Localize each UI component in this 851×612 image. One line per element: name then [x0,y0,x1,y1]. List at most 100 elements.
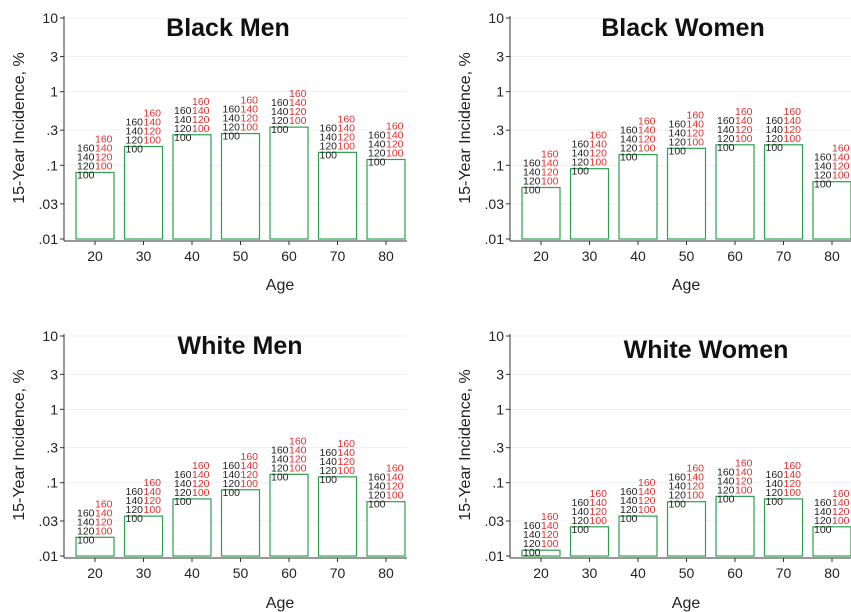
bar-label-red: 120 [784,478,802,490]
y-tick-label: .3 [492,440,504,456]
bar-label-black: 140 [523,529,541,541]
bar-label-black: 160 [368,130,386,142]
bar [763,144,804,240]
bar-label-red: 100 [735,133,753,145]
bar-label-black: 120 [77,525,95,537]
bar-label-red: 140 [289,97,307,109]
bar-label-black: 140 [814,161,832,173]
bar-label-red: 160 [386,121,404,133]
bar-label-black: 160 [174,105,192,117]
bar-label-black: 160 [717,115,735,127]
bar-label-black: 100 [77,169,95,181]
x-tick-label: 70 [330,248,346,264]
bar-label-black: 140 [223,113,241,125]
bar-label-black: 160 [271,444,289,456]
bar-label-red: 100 [638,504,656,516]
bar-label-red: 100 [144,504,162,516]
bar-label-black: 160 [77,507,95,519]
bar-label-red: 100 [832,170,850,182]
y-tick-label: .3 [46,122,58,138]
bar-label-red: 120 [338,131,356,143]
bar-label-black: 100 [669,145,687,157]
bar-label-red: 160 [541,149,559,161]
bar-label-red: 160 [95,133,113,145]
x-tick-label: 30 [582,248,598,264]
bar-label-black: 100 [814,179,832,191]
bar-label-black: 120 [572,515,590,527]
bar-label-red: 120 [541,529,559,541]
bar-label-black: 140 [271,453,289,465]
bar-label-red: 160 [784,460,802,472]
bar [172,134,212,240]
bar-label-red: 120 [735,124,753,136]
bar-label-red: 100 [289,115,307,127]
bar-label-red: 120 [241,469,259,481]
bar-label-red: 160 [289,435,307,447]
bar-label-red: 140 [638,486,656,498]
y-tick-label: .01 [39,548,59,564]
bar-label-black: 120 [174,123,192,135]
bar-label-red: 120 [241,113,259,125]
bar-label-black: 100 [620,152,638,164]
x-tick-label: 20 [87,248,103,264]
bar-label-black: 140 [77,151,95,163]
bar-label-red: 160 [338,113,356,125]
bar-label-red: 120 [590,148,608,160]
bar-label-red: 100 [386,148,404,160]
bar-label-red: 160 [638,116,656,128]
bar-label-red: 140 [144,486,162,498]
bar-label-red: 140 [590,139,608,151]
x-tick-label: 50 [679,248,695,264]
bar-label-red: 120 [638,134,656,146]
x-tick-label: 40 [184,248,200,264]
bar-label-black: 140 [320,131,338,143]
x-tick-label: 40 [630,248,646,264]
bar-label-red: 160 [832,488,850,500]
bar [666,501,707,557]
y-tick-label: 3 [496,49,504,65]
bar-label-red: 100 [590,157,608,169]
bar-label-black: 100 [523,547,541,559]
bar-label-black: 120 [766,487,784,499]
bar-label-black: 160 [572,497,590,509]
bar-label-black: 160 [271,97,289,109]
bar [763,498,804,557]
bar-label-red: 140 [832,497,850,509]
bar-label-black: 100 [717,493,735,505]
bar-label-black: 140 [523,167,541,179]
bar-label-red: 100 [638,143,656,155]
bar-label-black: 120 [368,490,386,502]
bar-label-red: 140 [638,125,656,137]
bar-label-black: 140 [814,506,832,518]
chart-title: White Women [624,336,789,364]
bar-label-red: 160 [784,106,802,118]
x-tick-label: 70 [776,565,792,581]
bar [618,515,658,557]
bar-label-red: 140 [338,122,356,134]
bar-label-black: 140 [368,481,386,493]
y-tick-label: 1 [50,401,58,417]
bar-label-black: 120 [814,170,832,182]
bar-label-red: 120 [590,506,608,518]
y-tick-label: .3 [492,122,504,138]
bar [123,515,164,557]
y-tick-label: .03 [485,513,505,529]
chart-panel-black-women: 1031.3.1.03.0120160140120100160140120100… [457,10,851,294]
chart-title: White Men [178,332,303,360]
bar-label-red: 160 [241,95,259,107]
bar [220,489,261,557]
bar-label-black: 160 [523,158,541,170]
bar-label-black: 120 [320,465,338,477]
bar-label-black: 140 [766,478,784,490]
bar-label-red: 100 [95,525,113,537]
x-tick-label: 20 [533,565,549,581]
chart-panel-white-women: 1031.3.1.03.0120160140120100160140120100… [457,328,851,612]
bar-label-black: 100 [766,496,784,508]
x-axis-label: Age [672,595,701,612]
bar-label-black: 120 [271,462,289,474]
bar [569,526,610,557]
bar-label-black: 120 [717,133,735,145]
bar-label-red: 140 [735,466,753,478]
bar-label-black: 160 [620,486,638,498]
x-tick-label: 80 [378,248,394,264]
